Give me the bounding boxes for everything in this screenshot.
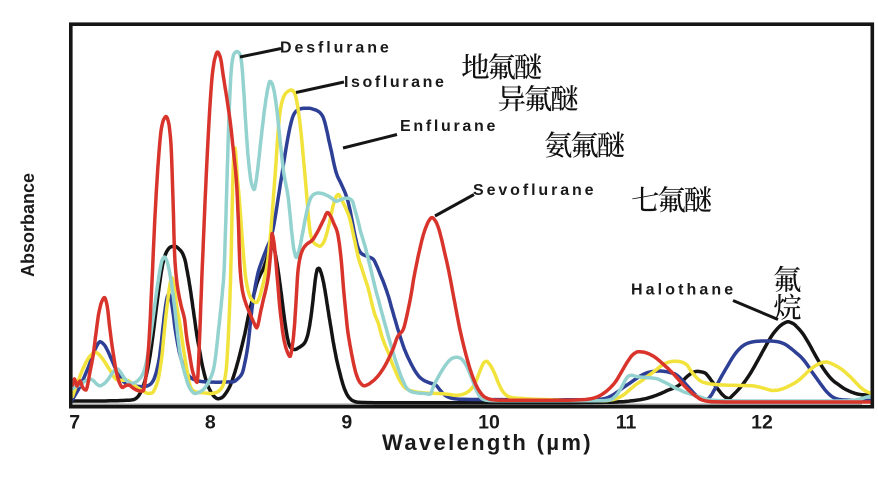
svg-text:8: 8 (205, 412, 216, 434)
svg-text:10: 10 (478, 412, 500, 434)
svg-text:Desflurane: Desflurane (280, 40, 392, 57)
svg-text:7: 7 (69, 412, 80, 434)
svg-text:Enflurane: Enflurane (400, 118, 498, 135)
svg-text:11: 11 (616, 412, 637, 434)
svg-text:Isoflurane: Isoflurane (344, 74, 446, 91)
svg-text:9: 9 (341, 412, 352, 434)
svg-text:Absorbance: Absorbance (18, 173, 38, 277)
svg-text:12: 12 (751, 412, 773, 434)
svg-text:Wavelength (µm): Wavelength (µm) (382, 430, 593, 455)
svg-text:Sevoflurane: Sevoflurane (473, 182, 597, 199)
svg-text:Halothane: Halothane (631, 282, 736, 299)
